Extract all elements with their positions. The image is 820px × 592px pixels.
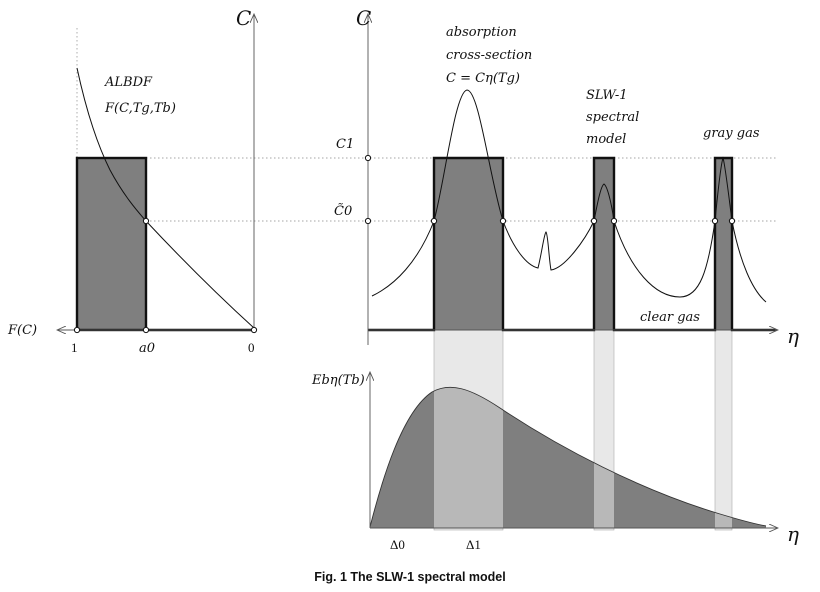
spectral-block-2 (594, 158, 614, 330)
crossing-point (499, 217, 507, 225)
gray-gas-label: gray gas (703, 126, 760, 141)
crossing-point (728, 217, 736, 225)
tick-1: 1 (71, 340, 78, 355)
crossing-point (590, 217, 598, 225)
crossing-point (610, 217, 618, 225)
point-a0 (142, 326, 150, 334)
right-x-label: η (787, 324, 799, 348)
planck-band-1 (434, 387, 503, 528)
absorption-label-line1: absorption (446, 25, 517, 40)
tick-0: 0 (248, 340, 255, 355)
albdf-curve (76, 67, 255, 329)
point-f1 (73, 326, 81, 334)
tick-a0: a0 (139, 341, 155, 356)
left-panel: C F(C) ALBDF F(C,Tg,Tb) 1 a0 0 (7, 6, 776, 356)
crossing-point (430, 217, 438, 225)
model-label-line3: model (586, 132, 626, 147)
spectral-block-3 (715, 158, 732, 330)
albdf-label: ALBDF (104, 75, 153, 90)
spectral-block-1 (434, 158, 503, 330)
absorption-curve (371, 89, 767, 303)
absorption-label-line3: C = Cη(Tg) (446, 71, 520, 86)
figure-caption: Fig. 1 The SLW-1 spectral model (314, 570, 505, 584)
right-y-label: C (356, 6, 371, 30)
clear-gas-label: clear gas (640, 310, 700, 325)
level-c1-label: C1 (336, 137, 354, 152)
planck-curve (369, 386, 767, 528)
albdf-formula: F(C,Tg,Tb) (104, 101, 176, 116)
level-c0-label: C̃0 (334, 203, 352, 219)
band-third (714, 329, 733, 531)
c0-axis-point (364, 217, 372, 225)
absorption-label-line2: cross-section (446, 48, 532, 63)
c1-axis-point (364, 154, 372, 162)
tick-delta1: Δ1 (466, 537, 481, 552)
slw1-step-outline (368, 156, 776, 332)
crossing-point (711, 217, 719, 225)
planck-y-label: Ebη(Tb) (311, 373, 365, 388)
bottom-x-label: η (787, 522, 799, 546)
left-gray-block (75, 156, 148, 332)
model-label-line1: SLW-1 (586, 88, 628, 103)
point-origin (250, 326, 258, 334)
left-intersection-point (142, 217, 150, 225)
left-x-label: F(C) (7, 323, 37, 338)
tick-delta0: Δ0 (390, 537, 405, 552)
right-panel: C η C1 C̃0 absorption cross-section C = … (334, 6, 799, 348)
left-y-label: C (236, 6, 251, 30)
model-label-line2: spectral (586, 110, 639, 125)
planck-area (370, 387, 766, 528)
